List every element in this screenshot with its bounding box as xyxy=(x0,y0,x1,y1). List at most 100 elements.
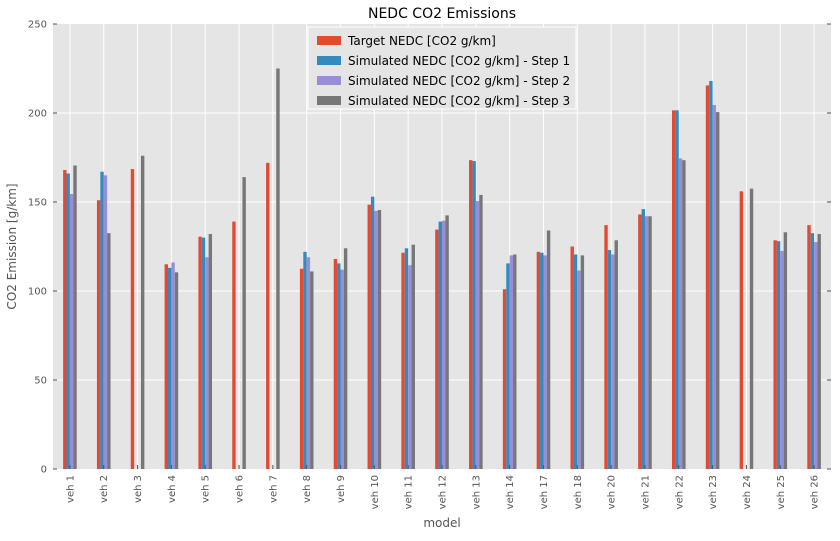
bar xyxy=(671,110,676,469)
bar xyxy=(540,252,544,469)
x-tick-label: veh 14 xyxy=(505,475,516,509)
bar xyxy=(232,221,236,469)
x-tick-label: veh 9 xyxy=(336,475,347,503)
bar xyxy=(303,251,307,469)
legend-swatch xyxy=(317,56,341,65)
bar xyxy=(140,155,145,469)
bar xyxy=(604,225,608,469)
legend-label: Target NEDC [CO2 g/km] xyxy=(347,34,496,48)
bar xyxy=(299,268,304,469)
x-tick-label: veh 4 xyxy=(167,475,178,503)
bar xyxy=(103,175,108,470)
x-tick-label: veh 21 xyxy=(640,475,651,509)
bar xyxy=(438,221,442,469)
bar xyxy=(783,232,788,469)
bar xyxy=(773,240,777,469)
bar xyxy=(810,233,815,469)
x-tick-label: veh 10 xyxy=(370,475,381,509)
bar xyxy=(69,193,74,470)
bar xyxy=(678,158,683,469)
bar xyxy=(442,220,446,469)
bar xyxy=(377,210,382,469)
bar xyxy=(374,210,378,469)
bar xyxy=(404,248,409,469)
bar xyxy=(367,204,371,470)
bar xyxy=(705,85,710,469)
bar xyxy=(479,194,483,469)
bars xyxy=(63,68,821,470)
bar xyxy=(749,188,754,469)
x-tick-label: veh 24 xyxy=(742,475,753,509)
bar xyxy=(780,250,784,469)
bar xyxy=(242,177,246,469)
bar xyxy=(472,161,476,469)
bar xyxy=(469,160,473,470)
bar xyxy=(201,237,206,469)
y-tick-label: 100 xyxy=(28,287,47,298)
bar xyxy=(408,265,412,469)
bar xyxy=(638,214,642,469)
bar xyxy=(337,263,341,469)
bar xyxy=(333,258,338,469)
bar xyxy=(63,169,67,469)
x-tick-label: veh 5 xyxy=(201,475,212,503)
legend-box xyxy=(307,26,577,110)
legend: Target NEDC [CO2 g/km] Simulated NEDC [CO… xyxy=(307,26,577,110)
bar xyxy=(509,255,514,469)
bar xyxy=(502,289,507,469)
bar xyxy=(675,110,679,469)
bar xyxy=(445,215,449,469)
bar xyxy=(164,264,168,469)
bar xyxy=(370,196,375,469)
bar xyxy=(205,257,209,469)
bar xyxy=(130,169,135,469)
bar xyxy=(807,225,811,469)
bar xyxy=(73,165,77,469)
bar xyxy=(340,269,344,469)
legend-swatch xyxy=(317,36,341,45)
x-tick-label: veh 18 xyxy=(573,475,584,509)
bar xyxy=(506,263,510,469)
bar xyxy=(475,201,480,470)
x-tick-label: veh 25 xyxy=(776,475,787,509)
bar xyxy=(208,234,213,469)
bar xyxy=(171,262,175,469)
bar xyxy=(546,230,551,469)
bar xyxy=(570,246,574,469)
axes: 0 50 100 150 200 250 veh 1 veh 2 veh 3 veh 4 veh 5… xyxy=(28,20,831,509)
bar xyxy=(435,229,439,469)
bar xyxy=(343,248,348,469)
x-tick-label: veh 23 xyxy=(708,475,719,509)
y-tick-label: 150 xyxy=(28,198,47,209)
bar xyxy=(167,267,172,469)
y-tick-label: 250 xyxy=(28,20,47,31)
bar xyxy=(411,244,415,469)
bar xyxy=(614,240,618,469)
bar xyxy=(641,209,645,469)
bar xyxy=(611,254,615,469)
bar xyxy=(107,233,111,469)
legend-label: Simulated NEDC [CO2 g/km] - Step 2 xyxy=(348,74,570,88)
legend-label: Simulated NEDC [CO2 g/km] - Step 3 xyxy=(348,94,570,108)
y-axis-label: CO2 Emission [g/km] xyxy=(5,183,19,309)
bar xyxy=(174,272,179,469)
bar xyxy=(513,254,517,469)
x-tick-label: veh 8 xyxy=(302,475,313,503)
legend-swatch xyxy=(317,96,341,105)
x-tick-label: veh 20 xyxy=(607,475,618,509)
bar xyxy=(573,254,578,469)
y-tick-label: 200 xyxy=(28,109,47,120)
bar xyxy=(276,68,280,469)
bar xyxy=(814,242,818,469)
bar xyxy=(66,173,70,469)
legend-swatch xyxy=(317,76,341,85)
x-tick-label: veh 26 xyxy=(810,475,821,509)
bar xyxy=(709,80,713,470)
x-tick-label: veh 12 xyxy=(438,475,449,509)
x-tick-label: veh 1 xyxy=(65,475,76,503)
x-tick-label: veh 17 xyxy=(539,475,550,509)
bar xyxy=(577,270,581,469)
x-tick-label: veh 22 xyxy=(674,475,685,509)
